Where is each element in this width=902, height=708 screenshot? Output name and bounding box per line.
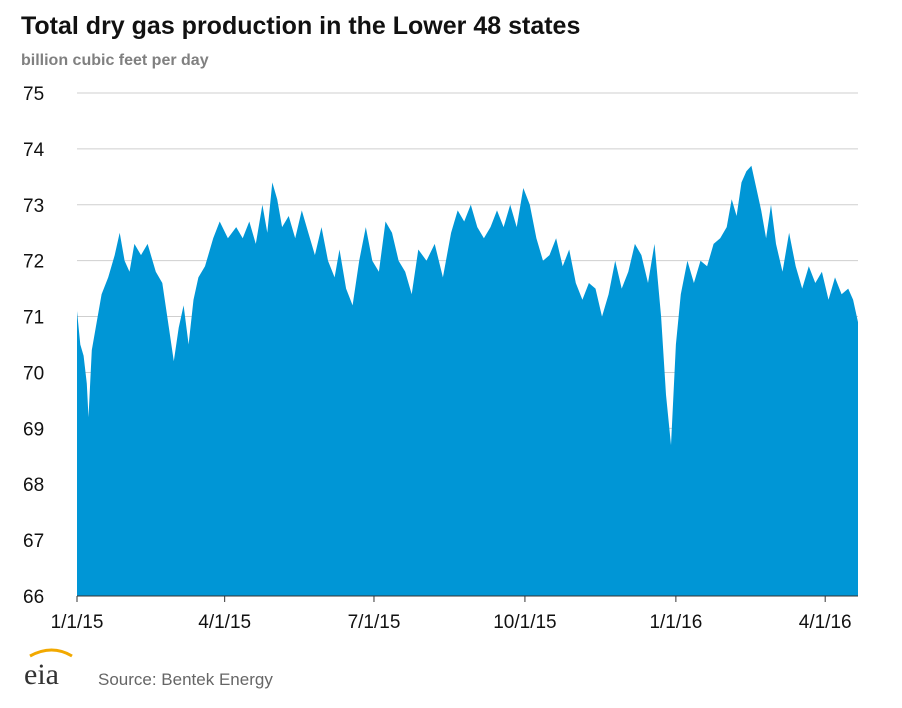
y-tick-label: 73 [23,196,44,217]
x-tick-label: 4/1/16 [799,612,852,633]
x-axis: 1/1/15 4/1/15 7/1/15 10/1/15 1/1/16 4/1/16 [51,595,858,633]
y-tick-label: 68 [23,475,44,496]
eia-logo: eia [24,648,73,691]
y-axis: 66 67 68 69 70 71 72 73 74 75 [23,84,45,608]
x-tick-label: 1/1/16 [649,612,702,633]
y-tick-label: 67 [23,531,44,552]
x-tick-label: 10/1/15 [493,612,556,633]
x-tick-label: 7/1/15 [348,612,401,633]
y-tick-label: 70 [23,363,44,384]
source-note: Source: Bentek Energy [98,670,273,689]
chart-subtitle: billion cubic feet per day [21,52,209,69]
y-tick-label: 66 [23,587,44,608]
logo-swoosh-icon [29,648,73,658]
x-tick-label: 1/1/15 [51,612,104,633]
production-area [77,165,858,596]
y-tick-label: 72 [23,252,44,273]
chart-title: Total dry gas production in the Lower 48… [21,12,581,40]
y-tick-label: 71 [23,308,44,329]
y-tick-label: 75 [23,84,44,105]
x-tick-label: 4/1/15 [198,612,251,633]
logo-text: eia [24,658,59,691]
y-tick-label: 74 [23,140,45,161]
area-layer [77,165,858,596]
y-tick-label: 69 [23,419,44,440]
